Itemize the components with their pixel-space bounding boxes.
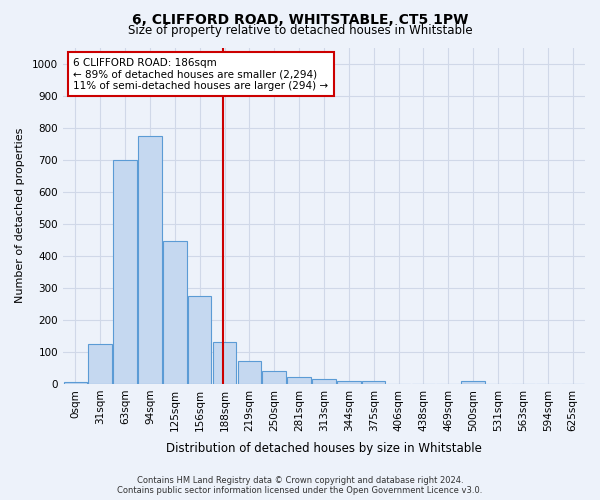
Bar — [213, 342, 236, 384]
Bar — [64, 382, 87, 384]
Text: Size of property relative to detached houses in Whitstable: Size of property relative to detached ho… — [128, 24, 472, 37]
Bar — [362, 382, 385, 384]
X-axis label: Distribution of detached houses by size in Whitstable: Distribution of detached houses by size … — [166, 442, 482, 455]
Bar — [188, 296, 211, 384]
Bar — [287, 377, 311, 384]
Bar — [312, 379, 336, 384]
Bar — [138, 136, 162, 384]
Bar — [262, 371, 286, 384]
Bar — [461, 382, 485, 384]
Bar — [163, 242, 187, 384]
Bar — [337, 380, 361, 384]
Bar — [113, 160, 137, 384]
Y-axis label: Number of detached properties: Number of detached properties — [15, 128, 25, 304]
Text: Contains HM Land Registry data © Crown copyright and database right 2024.
Contai: Contains HM Land Registry data © Crown c… — [118, 476, 482, 495]
Bar — [88, 344, 112, 384]
Bar — [238, 362, 261, 384]
Text: 6 CLIFFORD ROAD: 186sqm
← 89% of detached houses are smaller (2,294)
11% of semi: 6 CLIFFORD ROAD: 186sqm ← 89% of detache… — [73, 58, 328, 91]
Text: 6, CLIFFORD ROAD, WHITSTABLE, CT5 1PW: 6, CLIFFORD ROAD, WHITSTABLE, CT5 1PW — [132, 12, 468, 26]
